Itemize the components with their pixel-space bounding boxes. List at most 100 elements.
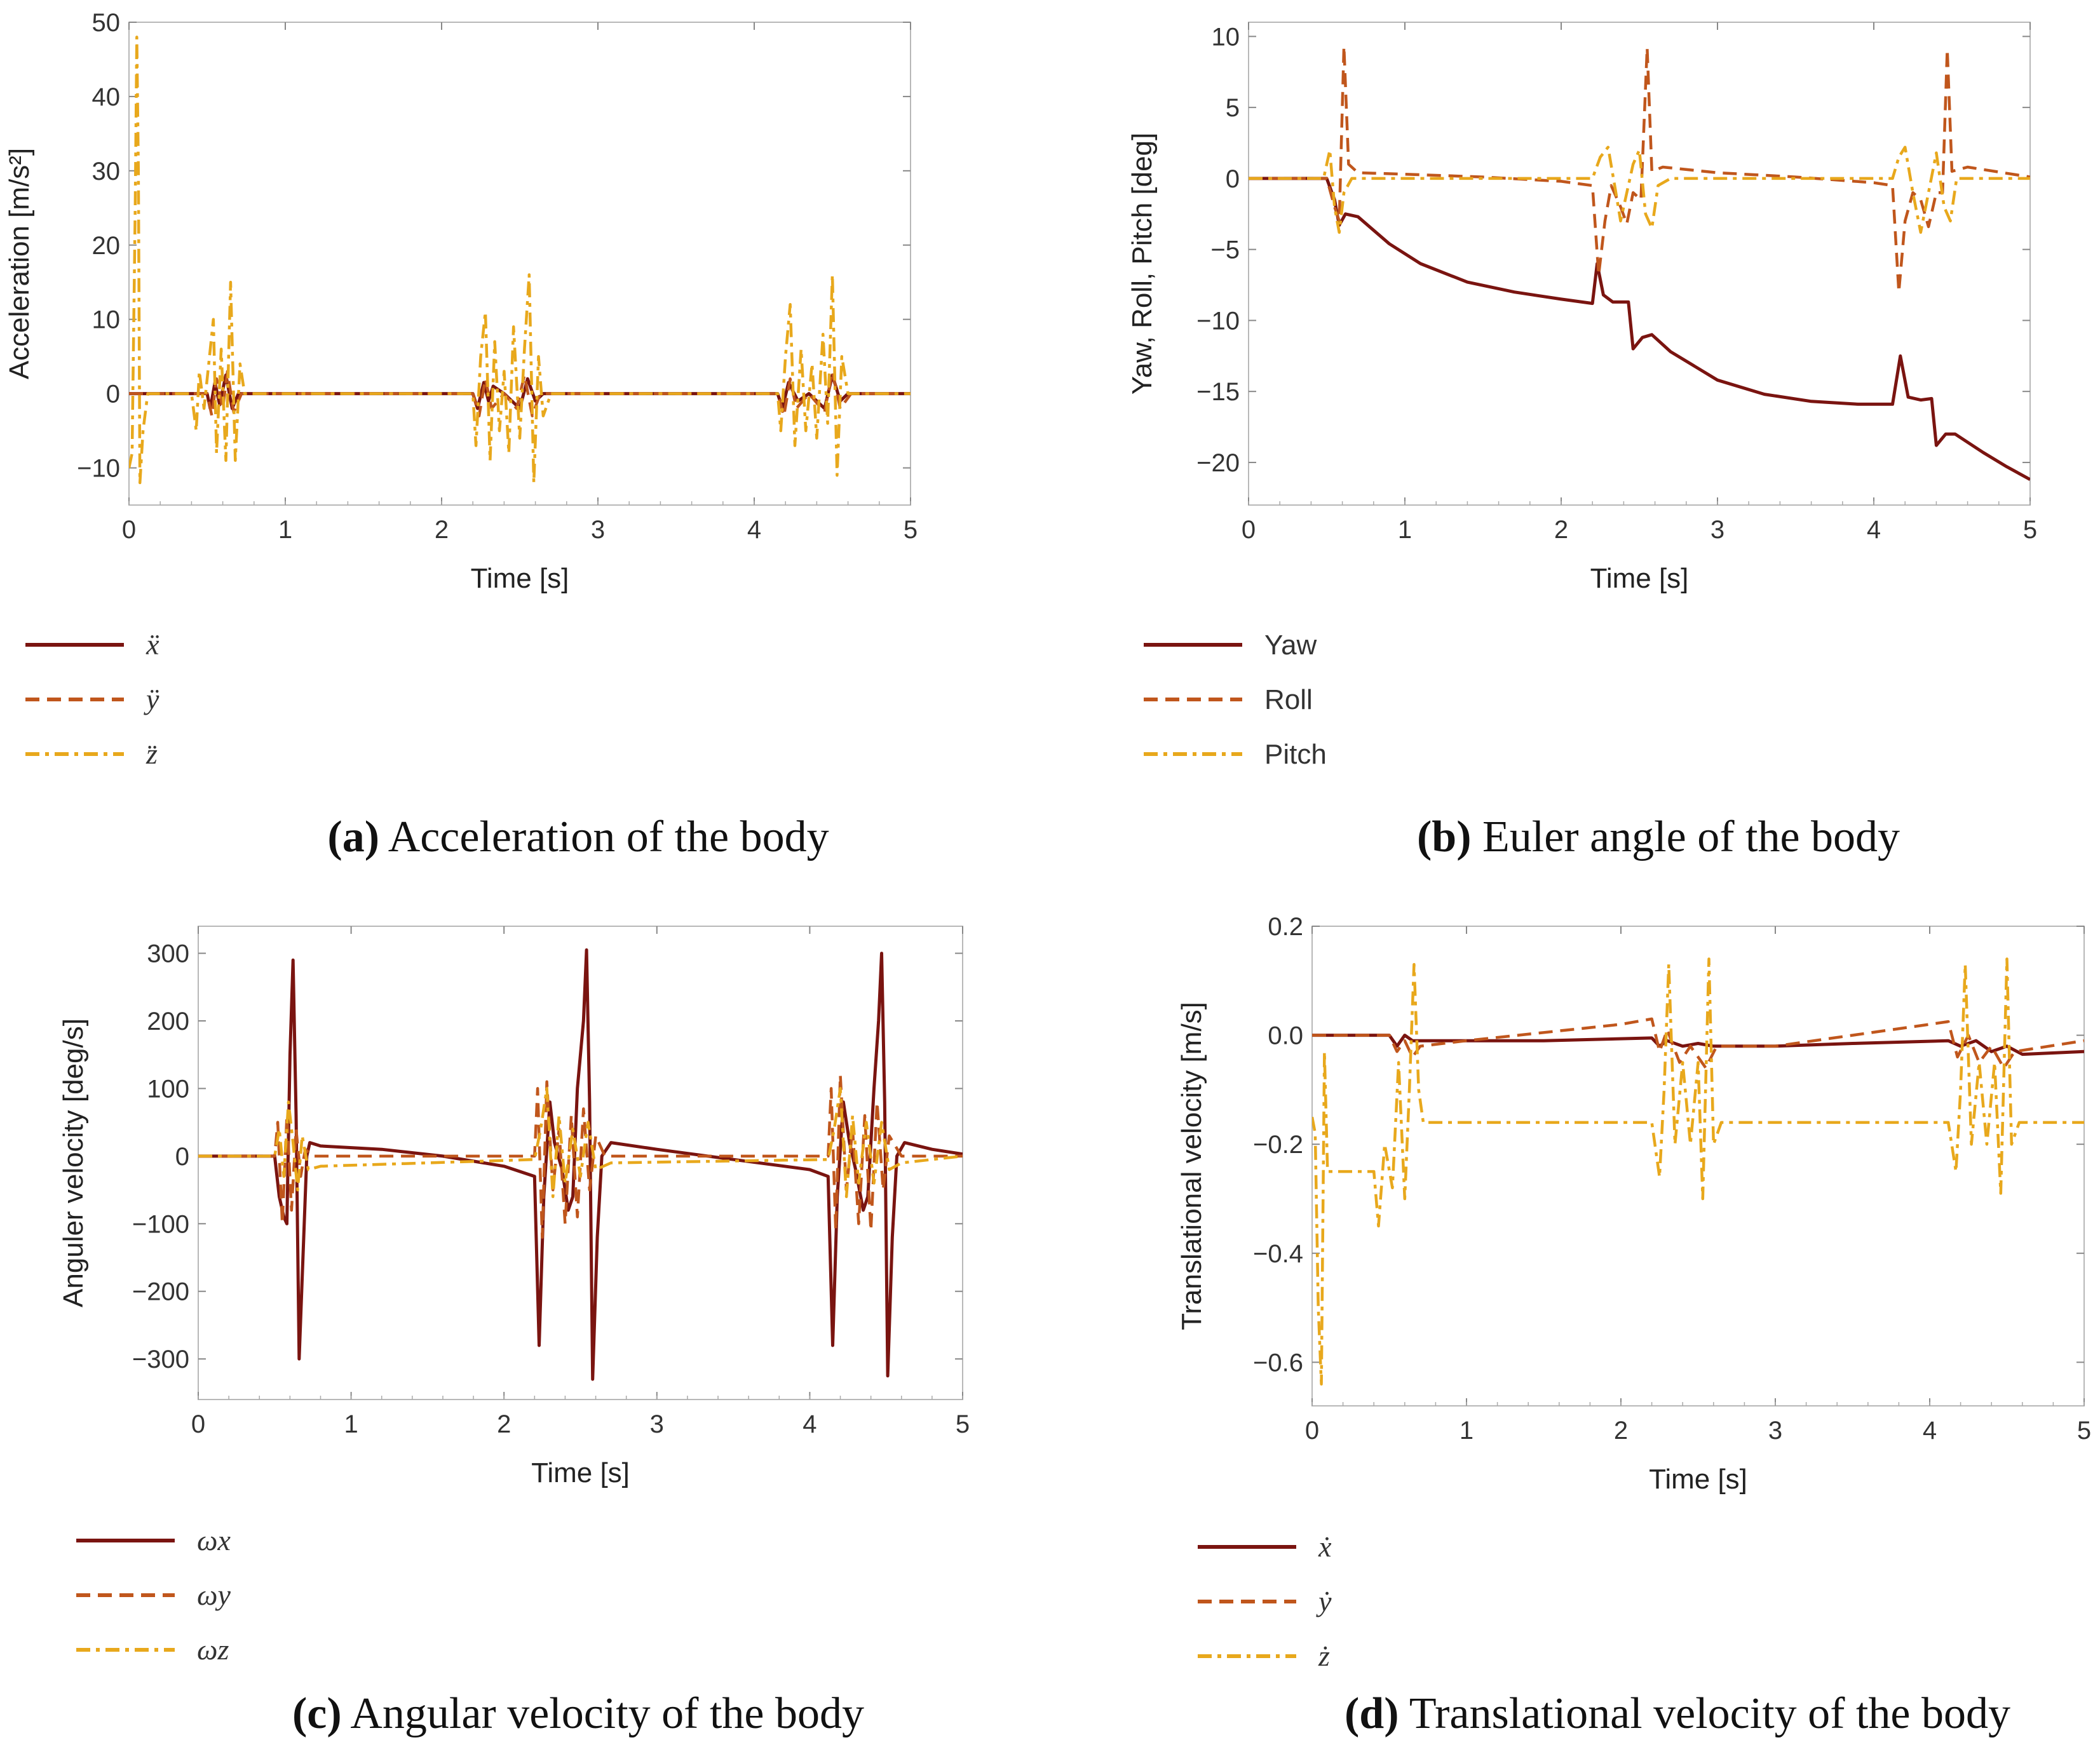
y-tick: −100 <box>132 1210 963 1238</box>
series-line-2 <box>198 1073 963 1239</box>
y-axis-label: Acceleration [m/s²] <box>4 148 35 379</box>
y-tick-label: 0 <box>175 1143 189 1171</box>
y-tick-label: −10 <box>1196 307 1240 335</box>
y-tick-label: 200 <box>147 1008 189 1036</box>
panel-caption: (d) Translational velocity of the body <box>1345 1689 2010 1738</box>
y-tick: −10 <box>77 455 911 483</box>
x-tick-label: 0 <box>1305 1417 1319 1445</box>
series-line-2 <box>1312 1017 2084 1070</box>
plot-frame <box>128 22 911 506</box>
caption-text: Angular velocity of the body <box>350 1689 864 1738</box>
legend-label-2: ωy <box>197 1579 231 1611</box>
y-tick-label: −5 <box>1210 236 1240 264</box>
caption-letter: (b) <box>1417 813 1472 861</box>
x-tick: 1 <box>1398 22 1412 544</box>
x-tick-label: 1 <box>1460 1417 1473 1445</box>
x-tick-label: 5 <box>904 516 918 544</box>
y-tick-label: 0 <box>106 381 120 408</box>
x-tick-label: 2 <box>1614 1417 1628 1445</box>
y-axis-label: Yaw, Roll, Pitch [deg] <box>1127 133 1158 395</box>
y-tick-label: 5 <box>1226 94 1240 122</box>
y-tick: 20 <box>92 232 911 260</box>
series-line-3 <box>198 1087 963 1198</box>
x-tick-label: 4 <box>1923 1417 1937 1445</box>
legend-label-1: ẍ <box>146 628 159 661</box>
y-tick-label: −20 <box>1196 449 1240 477</box>
panel-caption: (b) Euler angle of the body <box>1417 813 1900 861</box>
panel-c: 0 1 2 3 4 5 −300 −200 −100 0 100 200 300 Time [s] Angu… <box>58 926 970 1738</box>
y-tick-label: 30 <box>92 158 121 186</box>
y-tick: −200 <box>132 1278 963 1306</box>
legend-label-3: ż <box>1318 1640 1330 1672</box>
x-tick: 2 <box>497 926 511 1438</box>
y-tick-label: 50 <box>92 9 121 37</box>
legend-label-2: ÿ <box>144 683 159 715</box>
panel-caption: (a) Acceleration of the body <box>327 813 829 861</box>
legend-label-1: Yaw <box>1264 630 1317 661</box>
legend-label-3: z̈ <box>146 738 158 770</box>
x-tick: 4 <box>1867 22 1881 544</box>
caption-gap <box>1472 813 1483 861</box>
x-tick-label: 3 <box>591 516 605 544</box>
x-tick: 3 <box>1768 926 1782 1445</box>
y-tick: −300 <box>132 1346 963 1373</box>
y-tick-label: −200 <box>132 1278 189 1306</box>
y-tick: 30 <box>92 158 911 186</box>
x-tick-label: 5 <box>2077 1417 2091 1445</box>
x-axis-label: Time [s] <box>531 1457 630 1488</box>
legend-label-1: ωx <box>197 1524 231 1556</box>
x-tick-label: 3 <box>650 1410 664 1438</box>
legend-label-3: Pitch <box>1264 739 1327 770</box>
x-tick-label: 2 <box>435 516 449 544</box>
x-tick: 2 <box>1554 22 1568 544</box>
caption-letter: (a) <box>327 813 379 861</box>
x-tick: 4 <box>803 926 817 1438</box>
x-axis-label: Time [s] <box>1590 563 1689 594</box>
x-tick-label: 4 <box>747 516 761 544</box>
panel-d: 0 1 2 3 4 5 −0.6 −0.4 −0.2 0.0 0.2 Time [s] Translat… <box>1176 913 2091 1738</box>
x-tick: 1 <box>1460 926 1473 1445</box>
legend-label-2: ẏ <box>1316 1585 1332 1617</box>
legend-label-3: ωz <box>197 1633 229 1666</box>
x-tick: 2 <box>435 22 449 544</box>
y-tick: −10 <box>1196 307 2030 335</box>
x-tick: 3 <box>1710 22 1724 544</box>
panel-b: 0 1 2 3 4 5 −20 −15 −10 −5 0 5 10 Time [s] Yaw, Roll, … <box>1127 22 2037 861</box>
y-tick-label: −0.2 <box>1253 1131 1303 1159</box>
plot-frame <box>198 926 963 1400</box>
y-tick-label: −100 <box>132 1210 189 1238</box>
x-tick-label: 3 <box>1768 1417 1782 1445</box>
y-tick-label: 300 <box>147 940 189 968</box>
caption-gap <box>342 1689 351 1738</box>
y-tick-label: 100 <box>147 1075 189 1103</box>
caption-gap <box>379 813 388 861</box>
y-tick: 0.2 <box>1268 913 2084 941</box>
x-tick: 1 <box>278 22 292 544</box>
x-axis-label: Time [s] <box>1649 1464 1747 1495</box>
legend-label-2: Roll <box>1264 684 1313 715</box>
caption-text: Translational velocity of the body <box>1409 1689 2010 1738</box>
y-tick-label: −300 <box>132 1346 189 1373</box>
y-tick: 40 <box>92 83 911 111</box>
y-tick-label: −0.4 <box>1253 1240 1303 1268</box>
x-tick-label: 5 <box>2023 516 2037 544</box>
y-tick: −0.4 <box>1253 1240 2084 1268</box>
series-line-1 <box>1249 177 2030 481</box>
x-axis-label: Time [s] <box>471 563 569 594</box>
y-tick-label: 20 <box>92 232 121 260</box>
y-tick: 50 <box>92 9 911 37</box>
y-tick: −15 <box>1196 378 2030 406</box>
x-tick-label: 0 <box>1242 516 1256 544</box>
x-tick-label: 4 <box>803 1410 816 1438</box>
x-tick-label: 2 <box>1554 516 1568 544</box>
x-tick: 3 <box>591 22 605 544</box>
caption-letter: (c) <box>292 1689 342 1738</box>
plot-frame <box>1248 22 2031 506</box>
series-line-3 <box>129 36 911 485</box>
x-tick: 3 <box>650 926 664 1438</box>
x-tick-label: 1 <box>278 516 292 544</box>
y-tick: −5 <box>1210 236 2030 264</box>
y-tick-label: 0 <box>1226 165 1240 193</box>
panel-a: 0 1 2 3 4 5 −10 0 10 20 30 40 50 Time [s] Acceleration… <box>4 9 918 861</box>
x-tick-label: 1 <box>1398 516 1412 544</box>
